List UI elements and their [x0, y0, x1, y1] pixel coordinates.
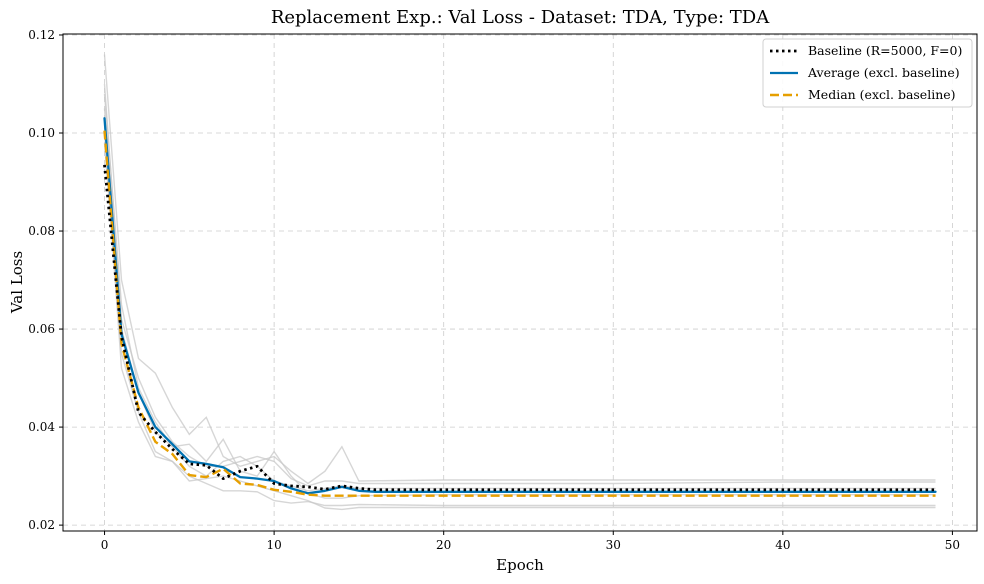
individual-run-line	[103, 54, 936, 485]
x-tick-label: 50	[945, 538, 960, 552]
x-tick-label: 20	[436, 538, 451, 552]
series-lines	[103, 117, 937, 497]
series-line-solid	[103, 117, 937, 495]
chart-title: Replacement Exp.: Val Loss - Dataset: TD…	[271, 7, 770, 28]
legend-label: Baseline (R=5000, F=0)	[808, 43, 962, 58]
individual-run-line	[103, 83, 936, 487]
individual-run-line	[103, 93, 936, 499]
x-tick-label: 10	[266, 538, 281, 552]
legend-label: Median (excl. baseline)	[808, 87, 956, 102]
y-tick-label: 0.02	[28, 518, 55, 532]
x-tick-label: 40	[775, 538, 790, 552]
legend-label: Average (excl. baseline)	[807, 65, 960, 80]
y-tick-label: 0.10	[28, 126, 55, 140]
series-line-dotted	[103, 164, 936, 492]
series-line-dashed	[103, 130, 936, 497]
y-tick-label: 0.04	[28, 420, 55, 434]
plot-frame	[62, 33, 978, 532]
individual-run-line	[103, 142, 936, 507]
axis-ticks: 0 10 20 30 40 50 0.02 0.04 0.06 0.08 0.10 0.12	[28, 28, 960, 552]
y-axis-label: Val Loss	[8, 251, 26, 314]
x-tick-label: 0	[101, 538, 109, 552]
y-tick-label: 0.08	[28, 224, 55, 238]
legend: Baseline (R=5000, F=0) Average (excl. bas…	[762, 38, 973, 108]
y-tick-label: 0.06	[28, 322, 55, 336]
individual-runs	[103, 54, 936, 511]
grid-lines	[63, 34, 977, 531]
legend-box	[762, 38, 973, 108]
x-axis-label: Epoch	[496, 556, 544, 574]
individual-run-line	[103, 108, 936, 492]
y-tick-label: 0.12	[28, 28, 55, 42]
x-tick-label: 30	[606, 538, 621, 552]
individual-run-line	[103, 132, 936, 511]
